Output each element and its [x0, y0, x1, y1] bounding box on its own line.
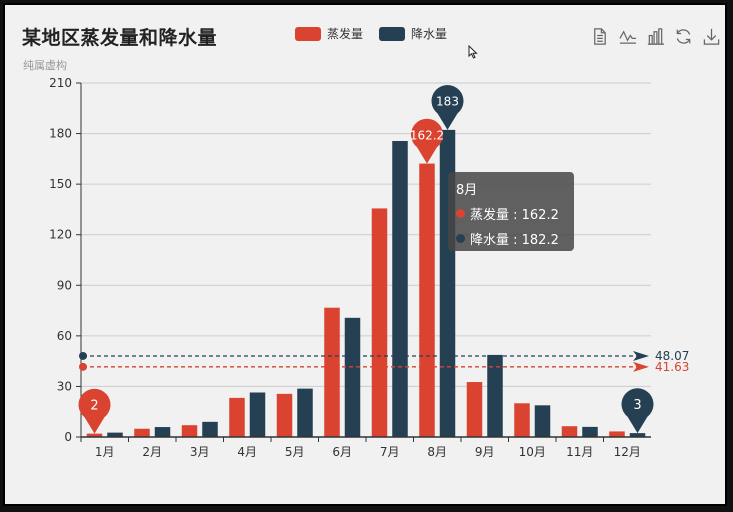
bar-evaporation [561, 426, 578, 437]
bar-precipitation [107, 432, 123, 437]
bar-precipitation [154, 427, 171, 437]
markpoint-precipitation [431, 84, 464, 130]
bar-evaporation [609, 431, 625, 437]
axes: 0 30 60 90 120 150 180 210 1月 2月 3月 4月 5月 6月 7月 8月 9月 10月… [49, 76, 651, 459]
markpoint-precipitation [621, 388, 654, 434]
bar-evaporation [134, 428, 150, 437]
y-tick-label: 120 [49, 228, 72, 242]
bar-evaporation [419, 163, 435, 437]
markpoint-precipitation-label: 183 [436, 95, 459, 109]
bar-precipitation [202, 421, 218, 437]
tooltip-dot-evaporation [456, 209, 465, 218]
bar-precipitation [344, 317, 361, 437]
bar-evaporation [229, 397, 245, 437]
x-tick-label: 10月 [519, 445, 546, 459]
markpoint-evaporation [78, 388, 111, 434]
tooltip-dot-precipitation [456, 234, 465, 243]
bar-evaporation [466, 382, 483, 437]
x-tick-label: 7月 [380, 445, 400, 459]
x-tick-label: 5月 [285, 445, 305, 459]
x-tick-label: 11月 [566, 445, 593, 459]
tooltip-title: 8月 [456, 183, 478, 198]
markline-arrow [633, 350, 649, 361]
bar-evaporation [276, 393, 293, 437]
bar-precipitation [249, 392, 266, 437]
markline-label: 48.07 [655, 349, 689, 363]
legend-swatch-evaporation [295, 26, 321, 41]
x-tick-label: 8月 [427, 445, 447, 459]
y-tick-label: 210 [49, 76, 72, 90]
legend-item-evaporation[interactable]: 蒸发量 [295, 25, 363, 42]
x-tick-label: 3月 [190, 445, 210, 459]
legend-label-evaporation: 蒸发量 [327, 27, 364, 41]
mouse-cursor-icon [468, 44, 478, 63]
bar-precipitation [392, 140, 408, 437]
data-view-icon[interactable] [590, 27, 609, 46]
bar-precipitation [582, 426, 598, 437]
y-tick-label: 180 [49, 127, 72, 141]
markpoint-evaporation [411, 118, 443, 164]
y-tick-label: 0 [64, 430, 72, 444]
x-tick-label: 12月 [614, 445, 641, 459]
legend-swatch-precipitation [379, 26, 406, 41]
chart-subtitle: 纯属虚构 [23, 59, 67, 72]
legend: 蒸发量 降水量 [295, 25, 447, 42]
bar-precipitation [297, 388, 313, 437]
x-tick-label: 1月 [95, 445, 115, 459]
x-tick-label: 4月 [237, 445, 257, 459]
y-tick-label: 90 [57, 278, 72, 292]
markpoint-precipitation-label: 3 [633, 398, 641, 413]
toolbox [590, 27, 721, 46]
y-tick-label: 150 [49, 177, 72, 191]
chart-panel: 某地区蒸发量和降水量 纯属虚构 蒸发量 降水量 [3, 3, 727, 506]
tooltip-label-precipitation: 降水量 : 182.2 [470, 233, 559, 248]
tooltip-row-precipitation: 降水量 : 182.2 [456, 229, 566, 248]
refresh-icon[interactable] [674, 27, 693, 46]
x-tick-label: 2月 [142, 445, 162, 459]
download-icon[interactable] [702, 27, 721, 46]
bar-evaporation [514, 403, 530, 437]
bar-evaporation [181, 425, 198, 437]
y-tick-label: 60 [57, 329, 72, 343]
chart-title: 某地区蒸发量和降水量 [22, 27, 218, 49]
bar-evaporation [86, 433, 103, 437]
markpoint-evaporation-label: 162.2 [410, 128, 444, 142]
bar-precipitation [534, 405, 551, 437]
legend-label-precipitation: 降水量 [411, 27, 448, 41]
tooltip: 8月 蒸发量 : 162.2 降水量 : 182.2 [448, 172, 574, 251]
y-tick-label: 30 [57, 379, 72, 393]
bar-evaporation [371, 208, 388, 437]
markpoint-evaporation-label: 2 [90, 398, 98, 413]
line-chart-icon[interactable] [618, 27, 637, 46]
x-tick-label: 9月 [475, 445, 495, 459]
tooltip-label-evaporation: 蒸发量 : 162.2 [470, 208, 559, 223]
tooltip-row-evaporation: 蒸发量 : 162.2 [456, 204, 566, 223]
bar-precipitation [487, 354, 503, 437]
bar-chart-icon[interactable] [646, 27, 665, 46]
x-tick-label: 6月 [332, 445, 352, 459]
legend-item-precipitation[interactable]: 降水量 [379, 25, 447, 42]
markline-arrow [633, 361, 649, 372]
markline-label: 41.63 [655, 360, 689, 374]
bar-evaporation [324, 307, 340, 437]
bar-precipitation [629, 433, 646, 437]
